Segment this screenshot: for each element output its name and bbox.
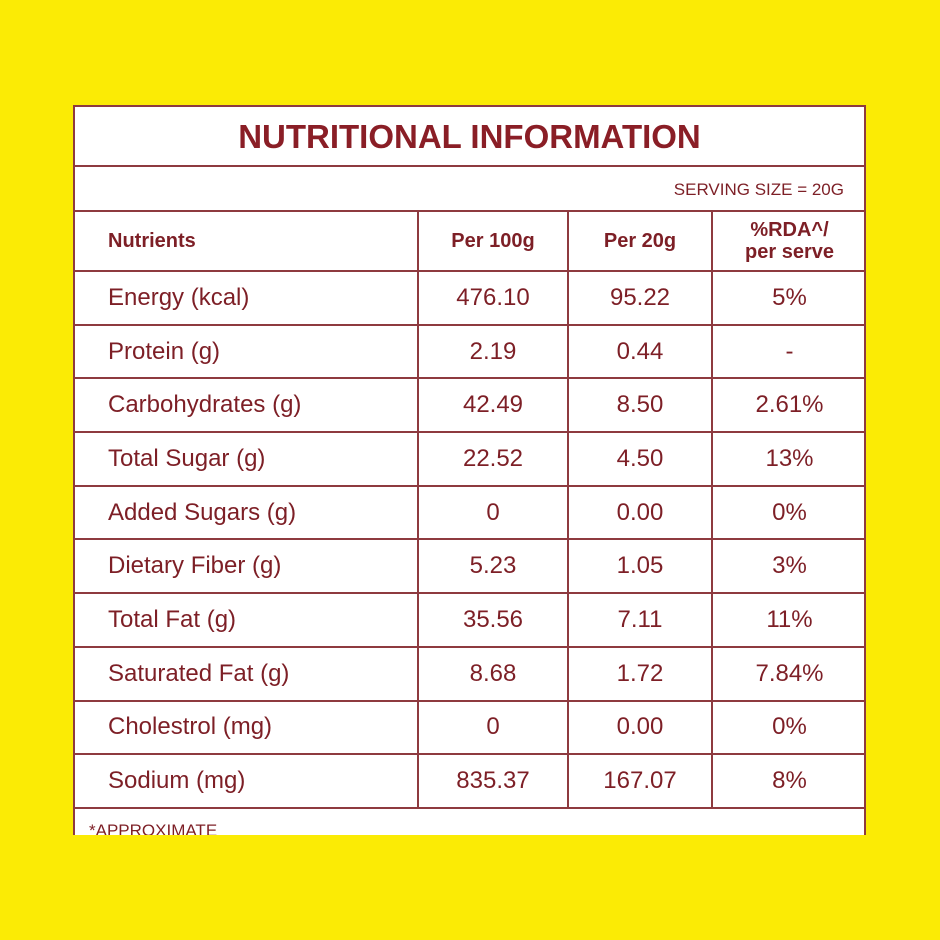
table-body: Energy (kcal) 476.10 95.22 5% Protein (g) 2.1…: [75, 270, 864, 809]
nutrition-table: Nutrients Per 100g Per 20g %RDA^/ per serve…: [75, 212, 864, 809]
table-row: Total Sugar (g) 22.52 4.50 13%: [75, 431, 864, 487]
nutrition-panel: NUTRITIONAL INFORMATION SERVING SIZE = 2…: [73, 105, 866, 835]
value-cell: 0.00: [567, 699, 713, 756]
header-cell: %RDA^/ per serve: [711, 212, 864, 272]
value-cell: 8.50: [567, 377, 713, 434]
nutrient-name: Total Sugar (g): [75, 431, 419, 487]
value-cell: 476.10: [417, 270, 569, 326]
value-cell: 7.11: [567, 592, 713, 648]
table-row: Cholestrol (mg) 0 0.00 0%: [75, 699, 864, 756]
value-cell: 0: [417, 699, 569, 756]
value-cell: 95.22: [567, 270, 713, 326]
table-row: Carbohydrates (g) 42.49 8.50 2.61%: [75, 377, 864, 434]
serving-size: SERVING SIZE = 20G: [75, 167, 864, 212]
value-cell: 22.52: [417, 431, 569, 487]
value-cell: 0%: [711, 484, 864, 541]
value-cell: 42.49: [417, 377, 569, 434]
value-cell: -: [711, 323, 864, 380]
value-cell: 1.72: [567, 645, 713, 702]
value-cell: 35.56: [417, 592, 569, 648]
title: NUTRITIONAL INFORMATION: [75, 107, 864, 167]
value-cell: 5%: [711, 270, 864, 326]
value-cell: 4.50: [567, 431, 713, 487]
table-row: Energy (kcal) 476.10 95.22 5%: [75, 270, 864, 326]
header-cell: Per 100g: [417, 212, 569, 272]
table-row: Protein (g) 2.19 0.44-: [75, 323, 864, 380]
value-cell: 8%: [711, 753, 864, 809]
header-cell: Nutrients: [75, 212, 419, 272]
value-cell: 167.07: [567, 753, 713, 809]
value-cell: 0%: [711, 699, 864, 756]
value-cell: 2.61%: [711, 377, 864, 434]
value-cell: 13%: [711, 431, 864, 487]
table-row: Total Fat (g) 35.56 7.11 11%: [75, 592, 864, 648]
nutrient-name: Cholestrol (mg): [75, 699, 419, 756]
value-cell: 0.00: [567, 484, 713, 541]
value-cell: 1.05: [567, 538, 713, 595]
value-cell: 5.23: [417, 538, 569, 595]
nutrient-name: Added Sugars (g): [75, 484, 419, 541]
header-cell: Per 20g: [567, 212, 713, 272]
value-cell: 3%: [711, 538, 864, 595]
table-head: Nutrients Per 100g Per 20g %RDA^/ per serve: [75, 212, 864, 272]
nutrient-name: Protein (g): [75, 323, 419, 380]
header-row: Nutrients Per 100g Per 20g %RDA^/ per serve: [75, 212, 864, 272]
table-row: Added Sugars (g) 0 0.00 0%: [75, 484, 864, 541]
nutrient-name: Energy (kcal): [75, 270, 419, 326]
nutrient-name: Dietary Fiber (g): [75, 538, 419, 595]
table-row: Dietary Fiber (g) 5.23 1.05 3%: [75, 538, 864, 595]
value-cell: 8.68: [417, 645, 569, 702]
nutrient-name: Total Fat (g): [75, 592, 419, 648]
value-cell: 7.84%: [711, 645, 864, 702]
footnote: *APPROXIMATE: [89, 820, 218, 835]
nutrient-name: Saturated Fat (g): [75, 645, 419, 702]
nutrient-name: Sodium (mg): [75, 753, 419, 809]
table-row: Sodium (mg) 835.37 167.07 8%: [75, 753, 864, 809]
value-cell: 835.37: [417, 753, 569, 809]
value-cell: 0.44: [567, 323, 713, 380]
nutrient-name: Carbohydrates (g): [75, 377, 419, 434]
value-cell: 11%: [711, 592, 864, 648]
value-cell: 2.19: [417, 323, 569, 380]
table-row: Saturated Fat (g) 8.68 1.72 7.84%: [75, 645, 864, 702]
value-cell: 0: [417, 484, 569, 541]
